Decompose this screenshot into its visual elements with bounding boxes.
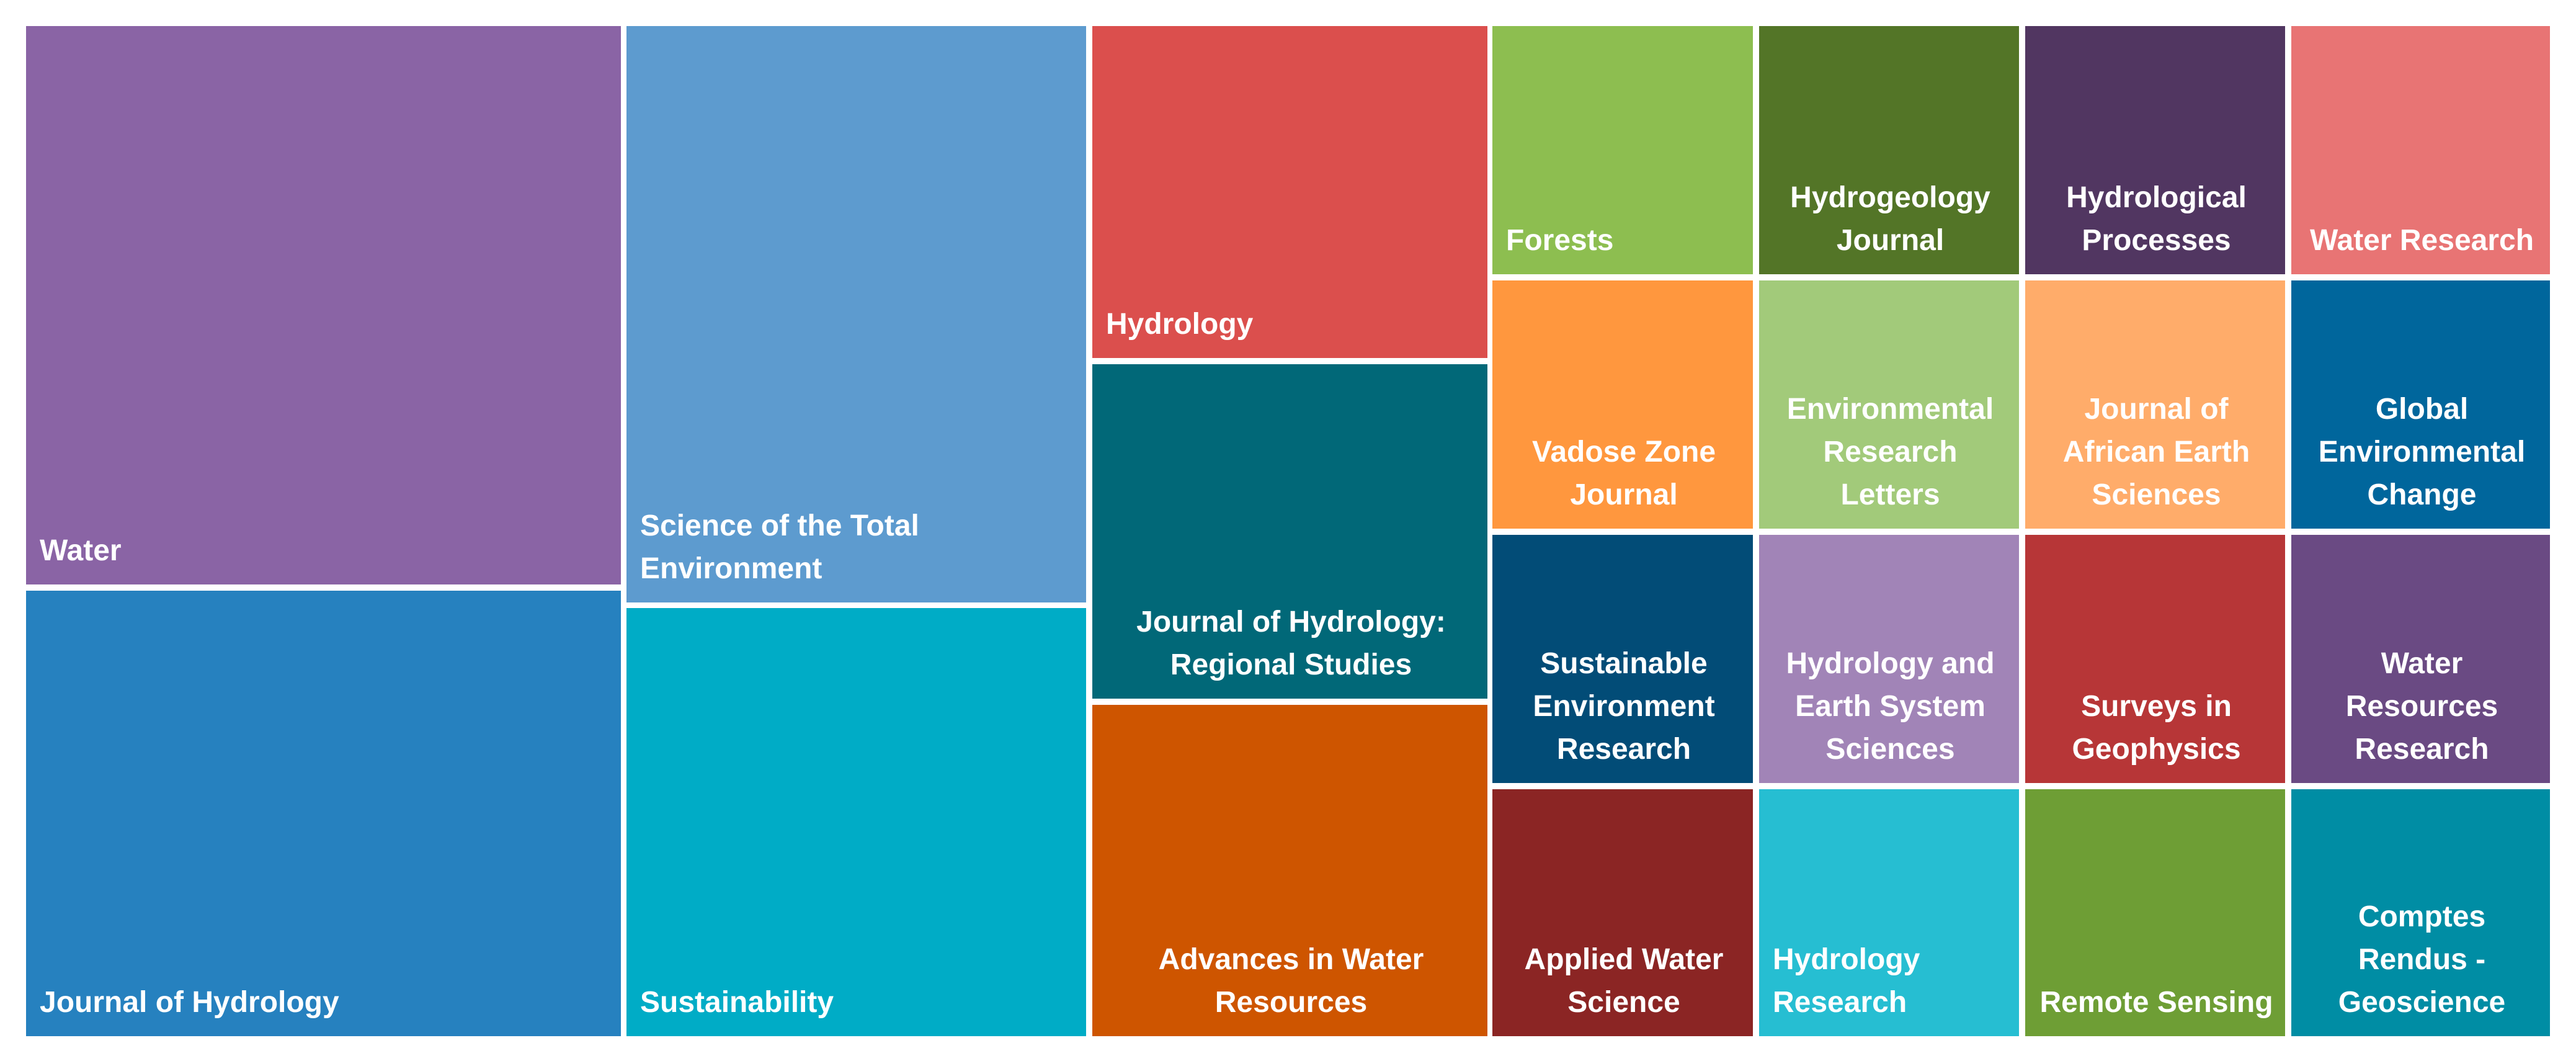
treemap-tile-environmental-research-letters: Environmental Research Letters — [1759, 280, 2019, 529]
treemap-tile-label: Science of the Total Environment — [640, 509, 919, 585]
treemap-tile-label: Global Environmental Change — [2318, 393, 2526, 511]
treemap-tile-hydrogeology-journal: Hydrogeology Journal — [1759, 26, 2019, 274]
treemap-tile-science-of-the-total-environment: Science of the Total Environment — [626, 26, 1086, 602]
treemap-tile-water: Water — [26, 26, 621, 584]
treemap-tile-hydrology-research: Hydrology Research — [1759, 789, 2019, 1036]
treemap-tile-journal-of-african-earth-sciences: Journal of African Earth Sciences — [2025, 280, 2285, 529]
treemap-tile-label: Remote Sensing — [2039, 986, 2273, 1019]
treemap-tile-sustainability: Sustainability — [626, 608, 1086, 1036]
treemap-tile-label: Comptes Rendus - Geoscience — [2338, 900, 2506, 1019]
treemap-tile-hydrology: Hydrology — [1092, 26, 1487, 358]
treemap-tile-label: Sustainable Environment Research — [1533, 647, 1715, 766]
treemap-tile-hydrological-processes: Hydrological Processes — [2025, 26, 2285, 274]
treemap-tile-remote-sensing: Remote Sensing — [2025, 789, 2285, 1036]
treemap-tile-sustainable-environment-research: Sustainable Environment Research — [1492, 535, 1753, 783]
treemap-tile-label: Water Resources Research — [2345, 647, 2498, 766]
treemap-tile-label: Hydrological Processes — [2066, 181, 2247, 257]
treemap-tile-label: Water Research — [2309, 224, 2534, 257]
treemap-tile-label: Hydrogeology Journal — [1790, 181, 1990, 257]
treemap-tile-surveys-in-geophysics: Surveys in Geophysics — [2025, 535, 2285, 783]
treemap-tile-label: Sustainability — [640, 986, 834, 1019]
treemap-tile-label: Water — [40, 534, 122, 567]
treemap-tile-forests: Forests — [1492, 26, 1753, 274]
treemap-tile-water-resources-research: Water Resources Research — [2291, 535, 2550, 783]
treemap-tile-label: Applied Water Science — [1524, 943, 1724, 1019]
treemap-tile-journal-of-hydrology-regional-studies: Journal of Hydrology: Regional Studies — [1092, 364, 1487, 699]
treemap-tile-label: Surveys in Geophysics — [2072, 690, 2241, 766]
treemap-tile-comptes-rendus-geoscience: Comptes Rendus - Geoscience — [2291, 789, 2550, 1036]
treemap-tile-label: Hydrology and Earth System Sciences — [1786, 647, 1995, 766]
treemap-tile-label: Journal of Hydrology: Regional Studies — [1136, 606, 1446, 681]
treemap-tile-vadose-zone-journal: Vadose Zone Journal — [1492, 280, 1753, 529]
treemap-tile-applied-water-science: Applied Water Science — [1492, 789, 1753, 1036]
treemap-tile-label: Environmental Research Letters — [1786, 393, 1994, 511]
treemap-tile-advances-in-water-resources: Advances in Water Resources — [1092, 705, 1487, 1036]
treemap-tile-water-research: Water Research — [2291, 26, 2550, 274]
treemap-tile-label: Vadose Zone Journal — [1531, 436, 1716, 511]
treemap-tile-label: Hydrology — [1106, 308, 1254, 341]
treemap-tile-label: Advances in Water Resources — [1158, 943, 1424, 1019]
treemap-tile-journal-of-hydrology: Journal of Hydrology — [26, 591, 621, 1036]
treemap-tile-label: Hydrology Research — [1773, 943, 1920, 1019]
treemap-tile-hydrology-and-earth-system-sciences: Hydrology and Earth System Sciences — [1759, 535, 2019, 783]
treemap-tile-global-environmental-change: Global Environmental Change — [2291, 280, 2550, 529]
treemap-tile-label: Forests — [1506, 224, 1614, 257]
treemap-tile-label: Journal of Hydrology — [40, 986, 339, 1019]
treemap-tile-label: Journal of African Earth Sciences — [2062, 393, 2250, 511]
